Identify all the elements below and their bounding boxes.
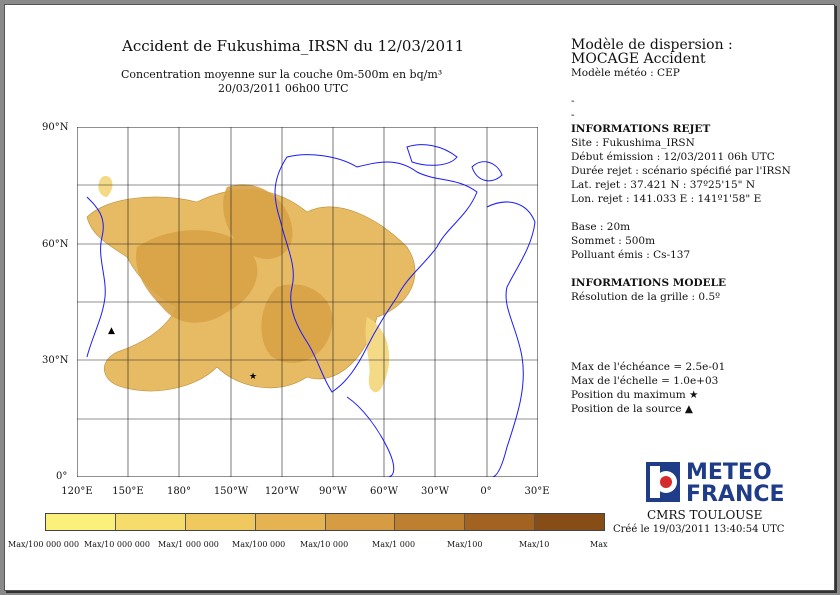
logo-text-france: FRANCE xyxy=(686,482,785,507)
legend-swatch xyxy=(535,514,604,530)
map-subtitle-date: 20/03/2011 06h00 UTC xyxy=(218,82,349,95)
meteo-model: Modèle météo : CEP xyxy=(571,67,680,79)
lon-label-120w: 120°W xyxy=(264,486,300,497)
lon-label-150e: 150°E xyxy=(112,486,144,497)
release-start: Début émission : 12/03/2011 06h UTC xyxy=(571,151,775,163)
release-lon: Lon. rejet : 141.033 E : 141º1'58" E xyxy=(571,193,762,205)
legend-label: Max/100 xyxy=(447,540,483,549)
plume-core xyxy=(136,184,333,363)
legend-swatch xyxy=(115,514,186,530)
legend-label: Max/100 000 000 xyxy=(8,540,80,549)
lon-label-30e: 30°E xyxy=(524,486,550,497)
color-scale xyxy=(45,513,605,531)
grid-resolution: Résolution de la grille : 0.5º xyxy=(571,291,721,303)
legend-label: Max/1 000 xyxy=(372,540,416,549)
legend-swatch xyxy=(325,514,396,530)
dash-2: - xyxy=(571,109,575,121)
lon-label-180: 180° xyxy=(166,486,192,497)
meteo-france-logo: METEO FRANCE xyxy=(646,460,785,507)
model-title-2: MOCAGE Accident xyxy=(571,51,706,67)
release-lat: Lat. rejet : 37.421 N : 37º25'15" N xyxy=(571,179,756,191)
model-title-1: Modèle de dispersion : xyxy=(571,37,733,53)
lat-label-0: 0° xyxy=(56,471,68,482)
lat-label-60n: 60°N xyxy=(42,239,69,250)
legend-swatch xyxy=(395,514,466,530)
coastlines xyxy=(86,144,536,477)
plume-fringe xyxy=(98,176,390,393)
map-graticule xyxy=(77,127,538,477)
max-echeance: Max de l'échéance = 2.5e-01 xyxy=(571,361,726,373)
dispersion-map: ▲ ★ xyxy=(77,127,538,477)
map-title: Accident de Fukushima_IRSN du 12/03/2011 xyxy=(122,37,465,55)
legend-label: Max/10 xyxy=(519,540,550,549)
legend-label: Max/10 000 xyxy=(300,540,349,549)
logo-text-meteo: METEO xyxy=(686,460,772,485)
lon-label-120e: 120°E xyxy=(61,486,93,497)
legend-label: Max/1 000 000 xyxy=(158,540,219,549)
legend-label: Max/10 000 000 xyxy=(84,540,150,549)
release-site: Site : Fukushima_IRSN xyxy=(571,137,695,149)
lon-label-90w: 90°W xyxy=(318,486,347,497)
legend-label: Max xyxy=(590,540,608,549)
legend-swatch xyxy=(465,514,536,530)
max-echelle: Max de l'échelle = 1.0e+03 xyxy=(571,375,719,387)
source-marker: ▲ xyxy=(108,326,115,336)
info-panel: Modèle de dispersion : MOCAGE Accident M… xyxy=(571,38,791,416)
legend-swatch xyxy=(255,514,326,530)
dash-1: - xyxy=(571,95,575,107)
lon-label-30w: 30°W xyxy=(420,486,449,497)
lon-label-150w: 150°W xyxy=(213,486,249,497)
legend-label: Max/100 000 xyxy=(232,540,286,549)
model-info-header: INFORMATIONS MODELE xyxy=(571,277,727,289)
lat-label-30n: 30°N xyxy=(42,355,69,366)
release-duration: Durée rejet : scénario spécifié par l'IR… xyxy=(571,165,791,177)
lon-label-60w: 60°W xyxy=(369,486,398,497)
release-pollutant: Polluant émis : Cs-137 xyxy=(571,249,691,261)
map-subtitle-variable: Concentration moyenne sur la couche 0m-5… xyxy=(121,68,443,81)
release-base: Base : 20m xyxy=(571,221,631,233)
source-position: Position de la source ▲ xyxy=(571,403,693,415)
legend-swatch xyxy=(185,514,256,530)
lat-label-90n: 90°N xyxy=(42,122,69,133)
max-position: Position du maximum ★ xyxy=(571,389,699,401)
maximum-marker: ★ xyxy=(249,372,257,382)
meteo-france-emblem-icon xyxy=(646,462,680,502)
created-timestamp: Créé le 19/03/2011 13:40:54 UTC xyxy=(613,524,785,535)
release-top: Sommet : 500m xyxy=(571,235,656,247)
release-info-header: INFORMATIONS REJET xyxy=(571,123,711,135)
lon-label-0: 0° xyxy=(480,486,492,497)
legend-swatch xyxy=(46,514,116,530)
cmrs-toulouse: CMRS TOULOUSE xyxy=(647,508,763,522)
